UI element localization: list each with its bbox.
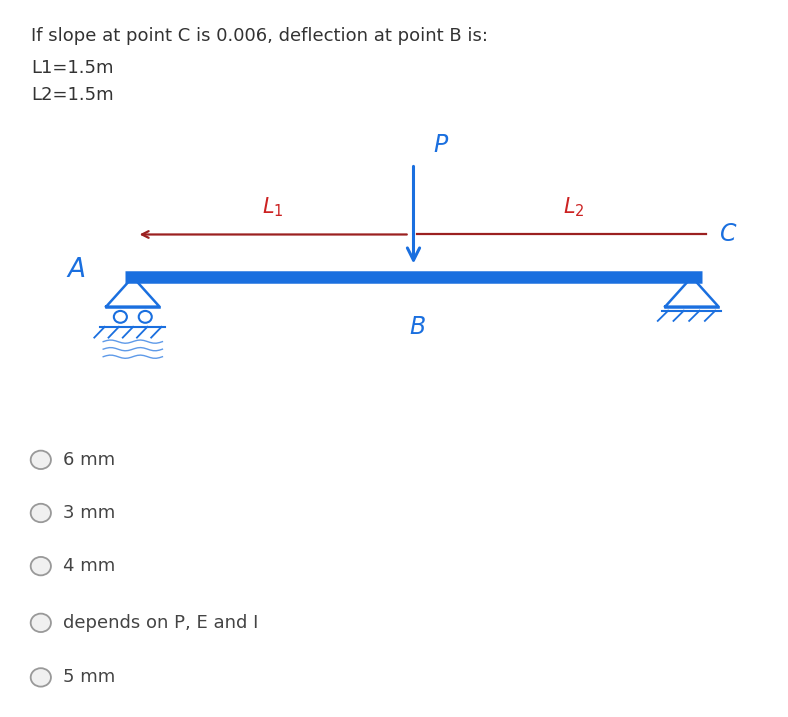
Text: $A$: $A$ (66, 257, 86, 282)
Circle shape (31, 450, 51, 469)
Text: $C$: $C$ (719, 223, 738, 246)
Text: 3 mm: 3 mm (62, 504, 115, 522)
Text: 5 mm: 5 mm (62, 668, 115, 686)
Text: L1=1.5m: L1=1.5m (32, 59, 114, 77)
Text: $L_1$: $L_1$ (262, 195, 284, 219)
Circle shape (31, 504, 51, 522)
Text: 4 mm: 4 mm (62, 557, 115, 575)
Text: $L_2$: $L_2$ (563, 195, 584, 219)
Circle shape (31, 668, 51, 687)
Text: 6 mm: 6 mm (62, 451, 115, 469)
Text: $B$: $B$ (409, 316, 426, 339)
Text: L2=1.5m: L2=1.5m (32, 85, 114, 104)
Circle shape (31, 557, 51, 575)
Circle shape (31, 614, 51, 632)
Text: $P$: $P$ (433, 134, 449, 158)
Text: If slope at point C is 0.006, deflection at point B is:: If slope at point C is 0.006, deflection… (32, 27, 489, 45)
Text: depends on P, E and I: depends on P, E and I (62, 614, 258, 632)
